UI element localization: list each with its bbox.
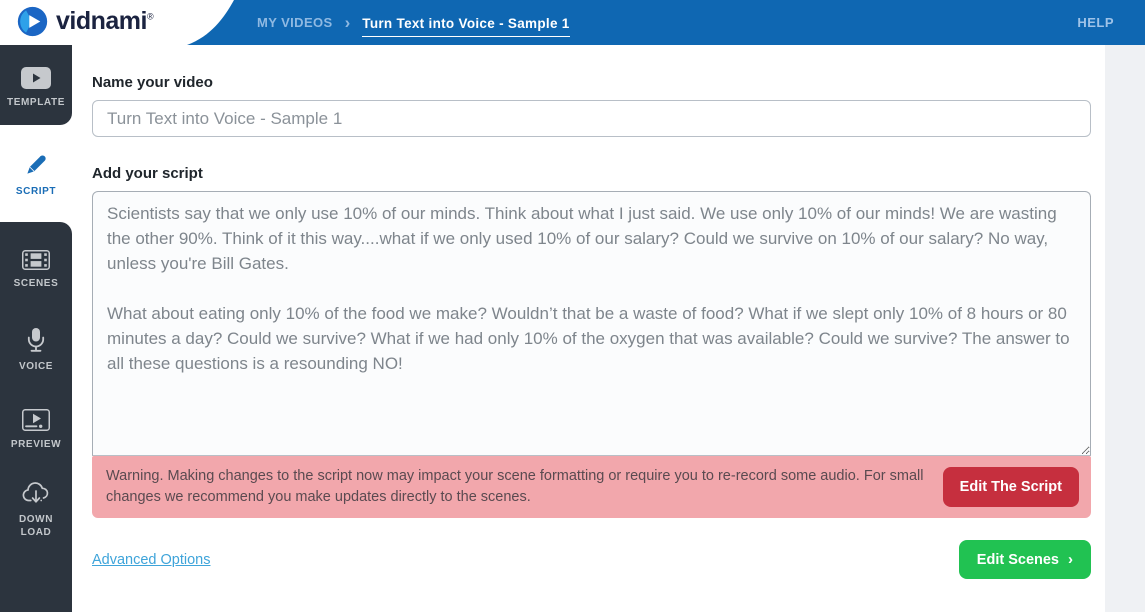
top-header-bar: vidnami® MY VIDEOS › Turn Text into Voic… [0,0,1145,45]
name-your-video-label: Name your video [92,74,213,91]
sidebar-item-template[interactable]: TEMPLATE [0,45,72,125]
video-template-icon [21,67,51,89]
advanced-options-link[interactable]: Advanced Options [92,551,211,568]
film-strip-icon [22,250,50,270]
sidebar-item-label: DOWN LOAD [18,514,54,538]
breadcrumb-chevron-icon: › [344,12,351,32]
add-your-script-label: Add your script [92,165,203,182]
sidebar-item-preview[interactable]: PREVIEW [0,390,72,470]
sidebar-item-scenes[interactable]: SCENES [0,230,72,310]
help-link[interactable]: HELP [1077,15,1114,30]
breadcrumb-my-videos-link[interactable]: MY VIDEOS [257,15,333,30]
sidebar-item-label: SCRIPT [15,185,57,197]
vidnami-logo-text: vidnami® [56,7,154,35]
edit-scenes-label: Edit Scenes [976,551,1059,568]
script-warning-banner: Warning. Making changes to the script no… [92,456,1091,518]
vidnami-logo-icon [17,6,48,37]
microphone-icon [27,328,45,352]
sidebar-item-download[interactable]: DOWN LOAD [0,470,72,550]
sidebar-item-label: VOICE [18,361,54,372]
vidnami-logo[interactable]: vidnami® [16,5,154,38]
registered-mark: ® [146,11,154,22]
warning-text: Warning. Making changes to the script no… [106,467,924,505]
chevron-right-icon: › [1068,551,1073,568]
sidebar-item-label: SCENES [13,278,59,289]
logo-background-shape [0,0,234,45]
video-name-input[interactable] [92,100,1091,137]
sidebar-item-voice[interactable]: VOICE [0,310,72,390]
sidebar-lower-section: SCENES VOICE PREVIEW [0,222,72,612]
right-gutter [1105,45,1145,612]
breadcrumb-current-video-title: Turn Text into Voice - Sample 1 [362,16,570,37]
cloud-download-icon [22,482,49,503]
footer-actions: Advanced Options Edit Scenes › [92,540,1091,579]
edit-scenes-button[interactable]: Edit Scenes › [958,540,1091,579]
breadcrumb: MY VIDEOS › Turn Text into Voice - Sampl… [257,0,570,45]
script-textarea[interactable]: Scientists say that we only use 10% of o… [92,191,1091,456]
pen-icon [26,154,46,174]
sidebar-item-label: TEMPLATE [7,97,65,108]
edit-the-script-button[interactable]: Edit The Script [942,467,1079,507]
sidebar-item-script[interactable]: SCRIPT [0,127,72,222]
sidebar-item-label: PREVIEW [10,439,62,450]
main-content: Name your video Add your script Scientis… [72,45,1105,612]
left-sidebar: TEMPLATE SCRIPT [0,45,72,612]
preview-player-icon [22,409,50,431]
